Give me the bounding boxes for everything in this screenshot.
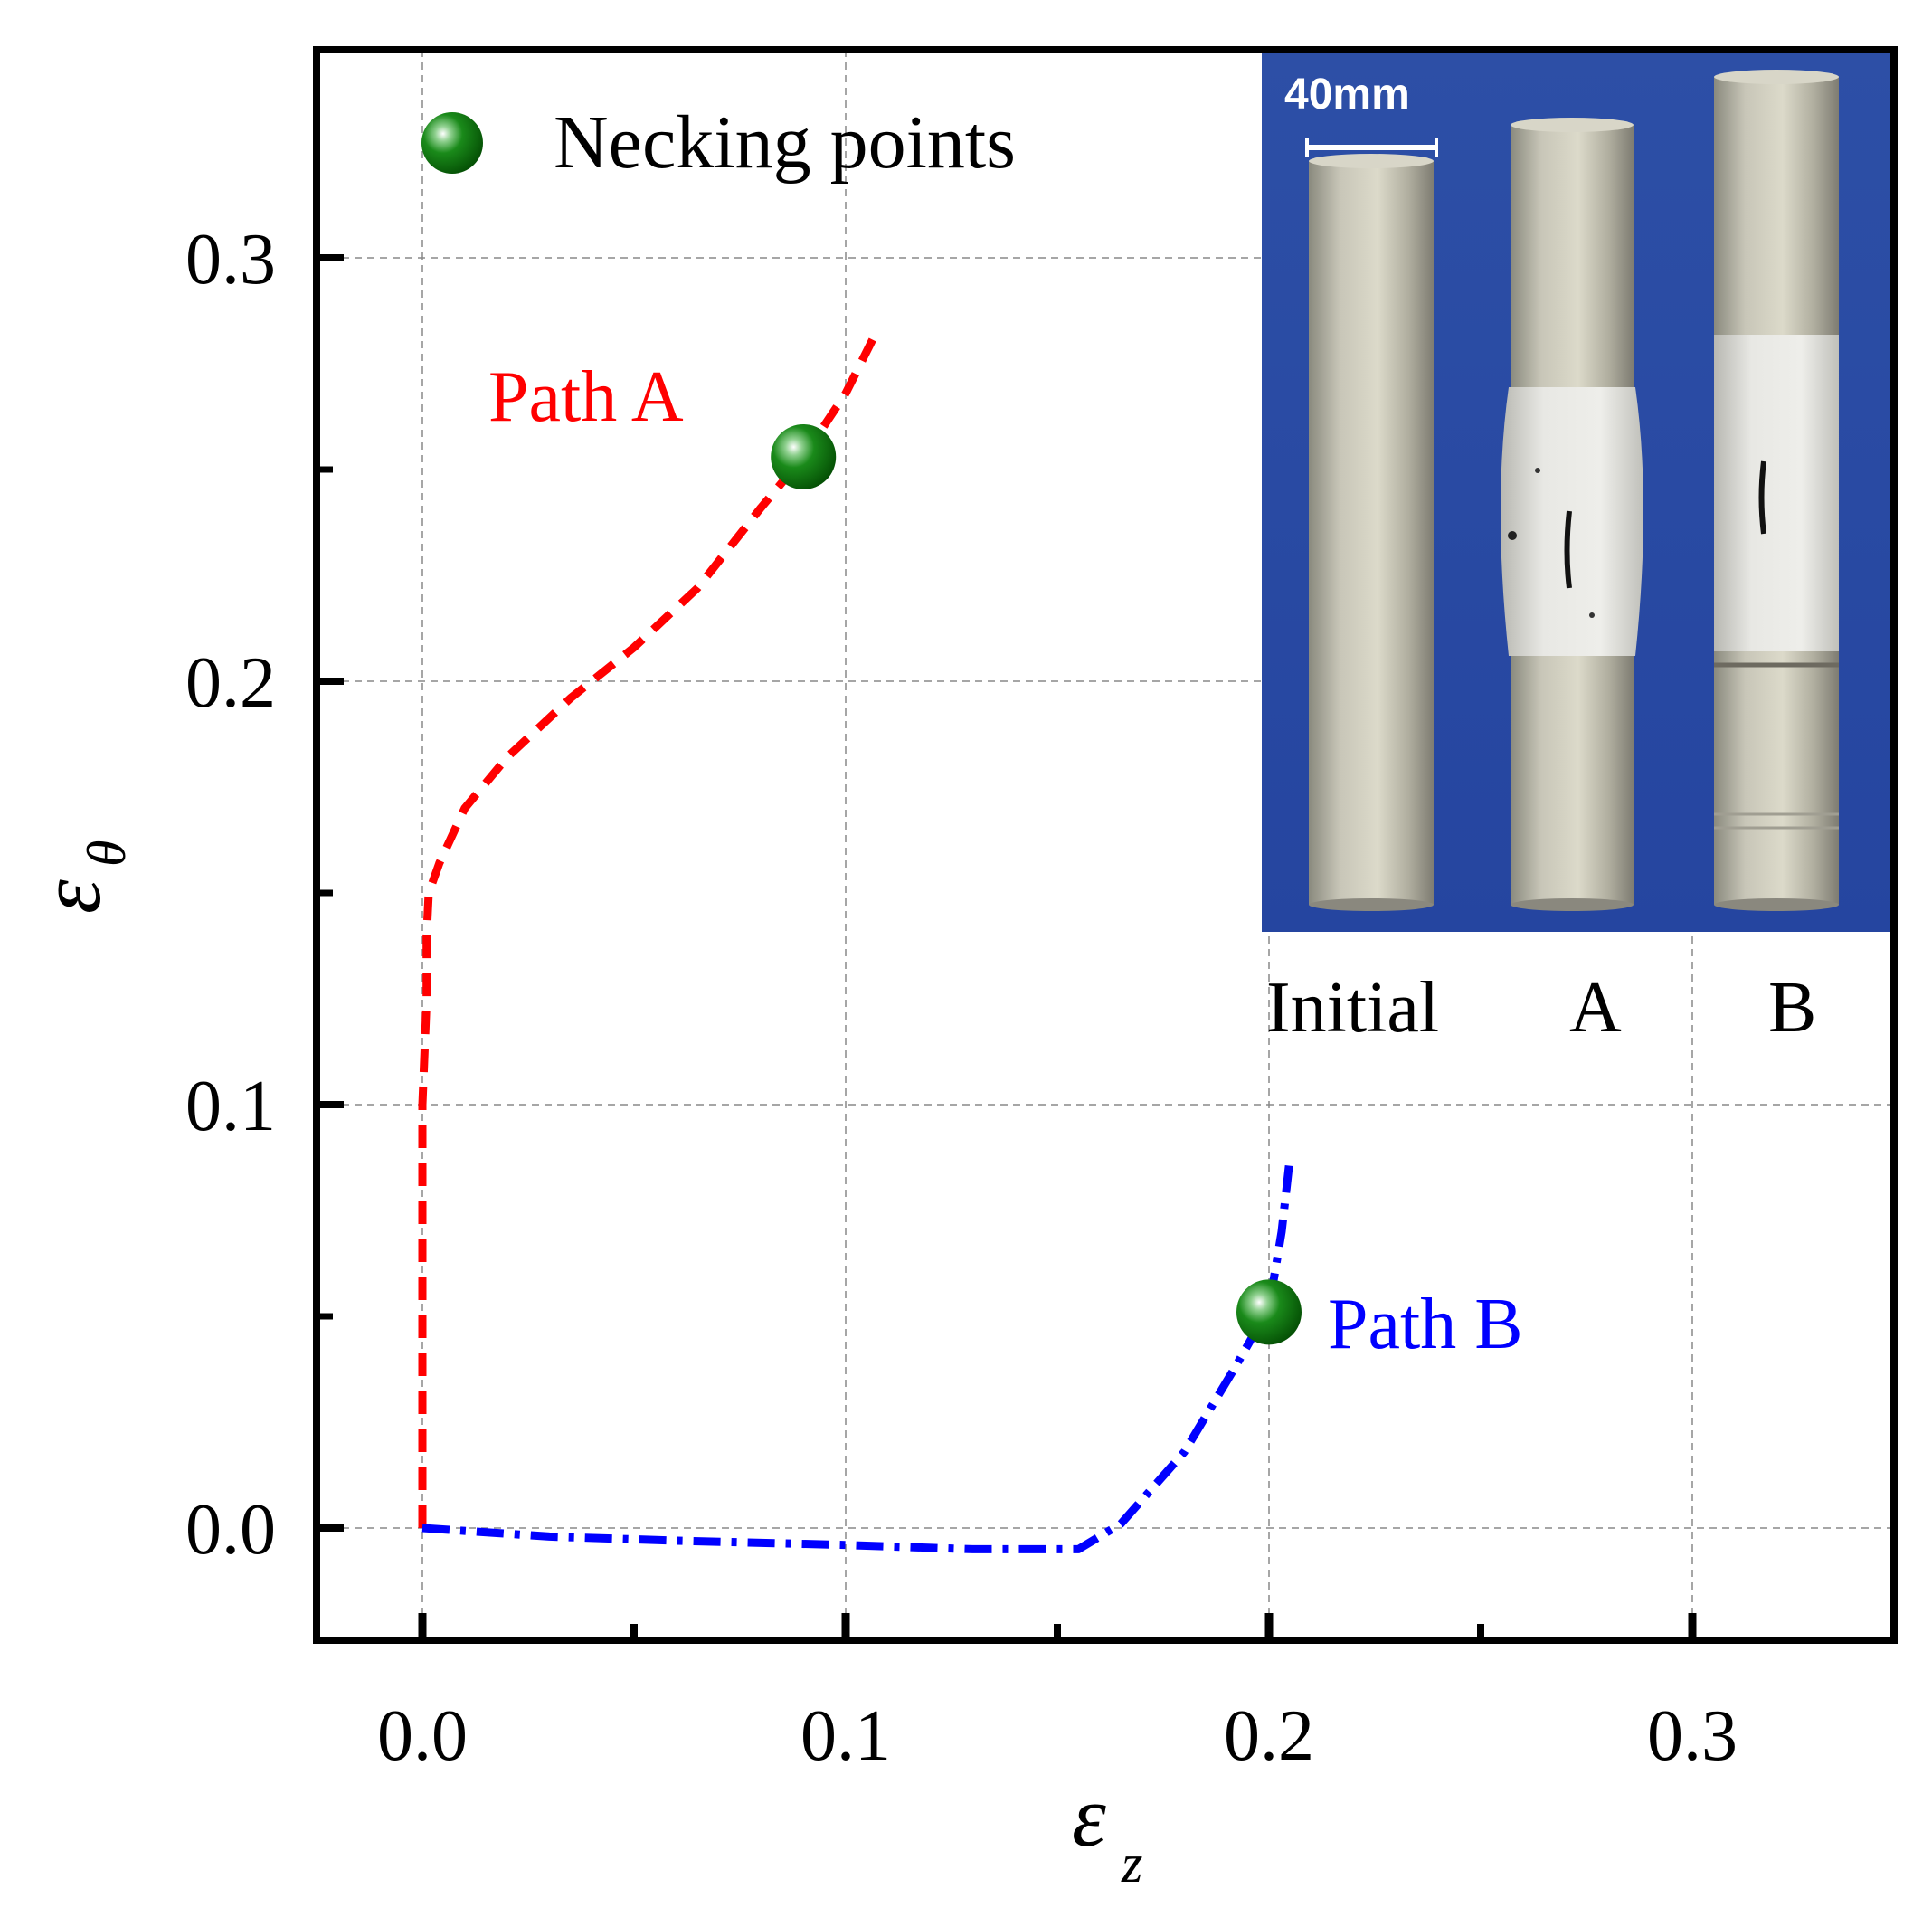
specimen-b [1714,70,1839,911]
y-tick-label-1: 0.1 [185,1067,276,1146]
annotation-path-b: Path B [1328,1285,1523,1364]
x-axis-title: ε z [1072,1768,1142,1894]
x-tick-label-2: 0.2 [1224,1696,1314,1776]
scale-bar-label: 40mm [1284,71,1410,119]
inset-label-b: B [1768,968,1816,1048]
legend: Necking points [421,100,1016,185]
x-tick-label-3: 0.3 [1647,1696,1738,1776]
y-axis-title-main: ε [22,879,118,914]
legend-marker-icon [421,112,483,174]
series-line-path-a [418,332,879,1528]
y-tick-label-2: 0.2 [185,643,276,723]
series-layer [418,332,1294,1553]
legend-label: Necking points [554,100,1016,185]
ticks-layer: 0.0 0.1 0.2 0.3 0.0 0.1 0.2 0.3 [185,220,1738,1776]
plot-frame [313,46,1898,1644]
y-axis-title-sub: θ [77,840,137,867]
specimen-a [1501,118,1643,911]
inset-label-a: A [1569,968,1622,1048]
specimen-initial [1309,154,1434,911]
necking-points-layer [771,423,1302,1345]
x-tick-label-1: 0.1 [800,1696,891,1776]
x-axis-title-main: ε [1072,1768,1106,1865]
y-axis-title: ε θ [22,840,137,914]
x-axis-title-sub: z [1121,1834,1142,1894]
series-line-path-b [421,1154,1294,1553]
annotation-path-a: Path A [488,357,684,437]
inset-photo: 40mm [1262,52,1890,932]
grid-lines [317,50,1894,1640]
y-tick-label-0: 0.0 [185,1490,276,1570]
necking-point-0 [771,423,837,489]
scale-bar: 40mm [1284,71,1438,157]
x-tick-label-0: 0.0 [377,1696,468,1776]
inset-label-initial: Initial [1266,968,1439,1048]
necking-point-1 [1236,1279,1302,1345]
y-tick-label-3: 0.3 [185,220,276,299]
